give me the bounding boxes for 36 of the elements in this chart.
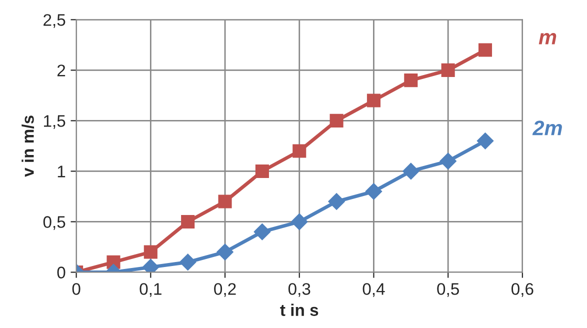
x-tick-label: 0,5 (437, 283, 459, 297)
series-label: 2m (532, 120, 562, 136)
y-tick-label: 2,5 (44, 14, 66, 28)
y-tick-label: 1,5 (44, 115, 66, 129)
x-tick-label: 0,4 (362, 283, 385, 297)
x-tick-label: 0,1 (140, 283, 162, 297)
y-tick-label: 0,5 (43, 216, 66, 230)
point (441, 63, 455, 77)
point (440, 152, 456, 170)
y-tick-label: 0 (57, 266, 66, 278)
y-axis-title: v in m/s (22, 116, 34, 177)
point (216, 244, 234, 260)
point (478, 43, 492, 57)
y-tick-label: 2 (57, 64, 66, 76)
point (181, 214, 195, 228)
point (144, 245, 158, 259)
point (218, 194, 232, 208)
x-tick-label: 0,6 (512, 283, 534, 297)
point (290, 213, 308, 230)
point (365, 183, 382, 200)
x-tick-label: 0,3 (288, 283, 310, 297)
point (402, 162, 420, 180)
point (179, 254, 196, 271)
x-axis-title: t in s (280, 304, 318, 316)
point (476, 132, 494, 150)
point (366, 94, 380, 108)
x-tick-label: 0 (72, 283, 80, 295)
y-tick-label: 1 (58, 166, 66, 178)
point (404, 74, 418, 88)
text: m (538, 33, 556, 44)
point (328, 193, 345, 210)
point (292, 144, 306, 158)
point (330, 114, 344, 128)
point (255, 164, 269, 178)
point (254, 223, 271, 240)
x-tick-label: 0,2 (214, 283, 236, 297)
